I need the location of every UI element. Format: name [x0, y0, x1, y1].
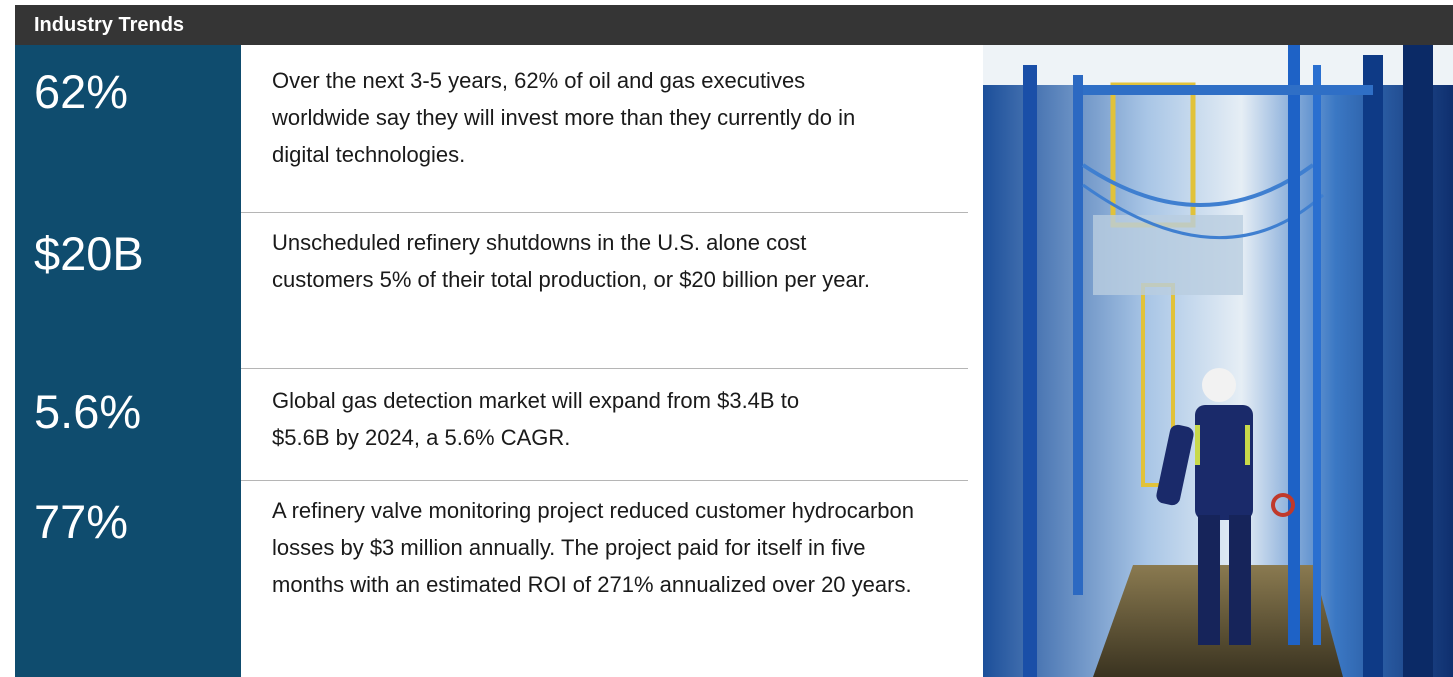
header-bar: Industry Trends	[15, 5, 1453, 45]
description: Unscheduled refinery shutdowns in the U.…	[272, 224, 897, 298]
stat: 77%	[34, 494, 128, 550]
description: A refinery valve monitoring project redu…	[272, 492, 932, 603]
stat: 5.6%	[34, 384, 141, 440]
separator	[241, 480, 968, 481]
description: Over the next 3-5 years, 62% of oil and …	[272, 62, 862, 173]
header-title: Industry Trends	[34, 14, 184, 37]
stat-column	[15, 45, 241, 677]
separator	[241, 368, 968, 369]
refinery-photo	[983, 45, 1453, 677]
stat: $20B	[34, 226, 144, 282]
description: Global gas detection market will expand …	[272, 382, 832, 456]
separator	[241, 212, 968, 213]
stat: 62%	[34, 64, 128, 120]
page: Industry Trends 62% Over the next 3-5 ye…	[0, 0, 1453, 677]
